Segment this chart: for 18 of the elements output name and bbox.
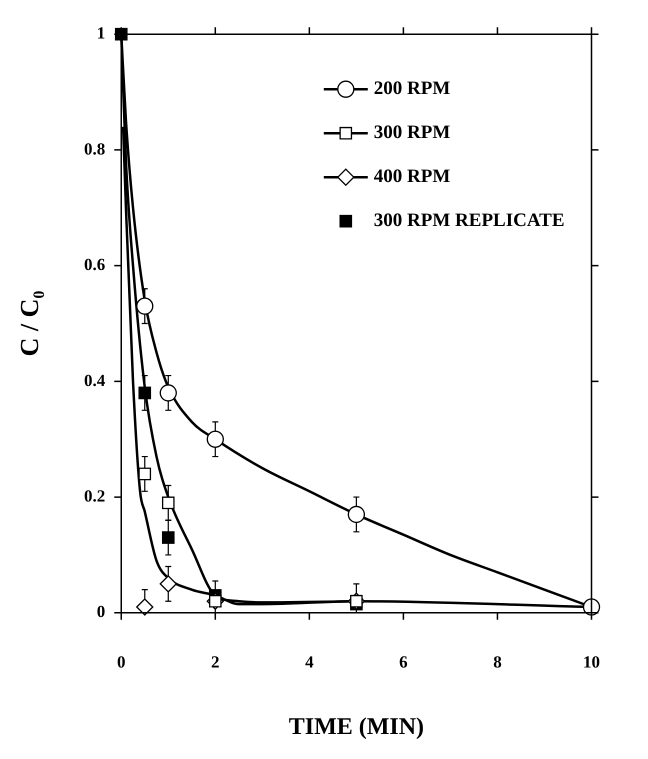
legend-label: 400 RPM [374,166,450,188]
y-tick-label: 0.2 [84,486,106,506]
x-tick-label: 0 [117,652,126,672]
y-tick-label: 0 [96,602,106,622]
legend-label: 200 RPM [374,78,450,100]
x-tick-label: 8 [493,652,502,672]
x-axis-title: TIME (MIN) [288,714,424,740]
x-tick-label: 4 [305,652,314,672]
y-tick-label: 0.8 [84,139,106,158]
legend-label: 300 RPM REPLICATE [374,210,565,232]
y-axis-title: C / C0 [15,290,48,356]
legend-label: 300 RPM [374,122,450,144]
x-tick-label: 2 [211,652,220,672]
x-tick-label: 10 [583,652,600,672]
y-tick-label: 0.4 [84,370,106,390]
y-tick-label: 1 [96,24,106,43]
x-tick-label: 6 [399,652,408,672]
y-tick-label: 0.6 [84,255,106,274]
